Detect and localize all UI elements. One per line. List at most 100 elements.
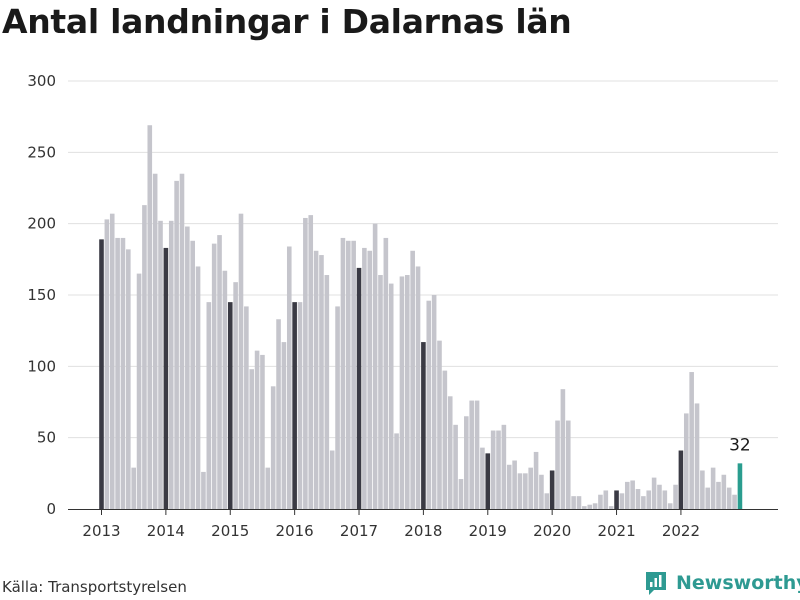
x-tick-label: 2014 — [147, 522, 185, 540]
x-tick-label: 2015 — [211, 522, 249, 540]
bar — [260, 354, 265, 509]
bar — [657, 484, 662, 509]
bar — [560, 389, 566, 509]
bar — [190, 240, 195, 510]
bar — [136, 273, 142, 509]
bar — [362, 247, 367, 510]
x-tick-label: 2021 — [597, 522, 635, 540]
bar — [244, 306, 249, 509]
bar — [598, 494, 603, 509]
bar — [431, 295, 437, 509]
bar — [367, 250, 373, 509]
bar — [126, 249, 131, 509]
newsworthy-logo-icon — [646, 572, 666, 595]
bar — [587, 504, 593, 509]
bar — [211, 243, 217, 509]
bar — [410, 250, 415, 509]
y-axis-tick-labels: 0 50 100 150 200 250 300 — [27, 72, 56, 518]
bars — [99, 125, 743, 510]
bar — [565, 420, 571, 509]
bar — [683, 413, 689, 509]
bar — [340, 237, 346, 509]
x-tick-label: 2018 — [404, 522, 442, 540]
bar — [168, 220, 174, 509]
bar — [185, 226, 190, 509]
bar — [641, 496, 646, 509]
bar — [270, 386, 276, 509]
bar — [286, 246, 292, 510]
bar — [249, 369, 255, 509]
chart-title: Antal landningar i Dalarnas län — [2, 2, 572, 41]
bar — [217, 235, 222, 509]
bar — [608, 506, 614, 509]
bar — [474, 400, 480, 509]
bar — [303, 217, 308, 509]
bar — [120, 237, 126, 509]
bar — [673, 484, 678, 509]
bar — [726, 487, 732, 509]
bar — [179, 173, 185, 510]
bar — [512, 460, 517, 509]
bar — [442, 370, 448, 509]
bar — [582, 506, 587, 509]
bar — [421, 342, 426, 509]
bar — [109, 213, 115, 509]
x-tick-label: 2020 — [533, 522, 571, 540]
bar — [152, 173, 158, 510]
y-tick-label: 100 — [27, 357, 56, 375]
bar — [528, 467, 533, 509]
bar — [437, 340, 442, 509]
bar — [238, 213, 244, 509]
bar — [694, 403, 700, 509]
bar — [324, 275, 330, 509]
bar — [399, 276, 405, 509]
bar — [99, 239, 104, 510]
bar — [662, 490, 668, 509]
x-tick-label: 2013 — [82, 522, 120, 540]
x-axis: 2013 2014 2015 2016 2017 2018 2019 2020 2021 2022 — [68, 509, 778, 540]
bar — [571, 496, 576, 509]
bar — [517, 473, 523, 509]
bar — [496, 430, 501, 509]
bar — [539, 474, 544, 509]
x-tick-label: 2016 — [276, 522, 314, 540]
annotations: 32 — [729, 435, 751, 455]
bar — [555, 420, 560, 509]
bar — [233, 282, 238, 509]
bar — [453, 424, 458, 509]
bar — [614, 490, 619, 509]
bar — [480, 447, 485, 509]
bar — [104, 219, 110, 509]
bar — [635, 489, 641, 509]
bar — [624, 481, 630, 509]
bar — [426, 300, 432, 509]
bar — [201, 471, 206, 509]
bar — [619, 493, 625, 509]
bar — [142, 205, 147, 509]
bar — [464, 416, 469, 509]
y-tick-label: 250 — [27, 143, 56, 161]
bar — [721, 474, 727, 509]
bar — [737, 463, 743, 509]
x-tick-label: 2019 — [469, 522, 507, 540]
bar — [276, 319, 281, 509]
bar — [705, 487, 711, 509]
bar — [506, 464, 512, 509]
bar — [394, 433, 399, 509]
bar — [163, 247, 169, 510]
bar — [222, 270, 228, 509]
bar — [356, 267, 362, 509]
bar — [329, 450, 335, 509]
newsworthy-logo[interactable]: Newsworthy — [644, 570, 800, 596]
bar — [490, 430, 496, 509]
bar — [335, 306, 340, 509]
bar — [630, 480, 635, 509]
bar — [345, 240, 351, 510]
bar — [592, 503, 598, 509]
bar — [700, 470, 705, 509]
bar — [716, 481, 721, 509]
bar — [732, 494, 737, 509]
data-label: 32 — [729, 435, 751, 455]
bar — [308, 215, 314, 510]
